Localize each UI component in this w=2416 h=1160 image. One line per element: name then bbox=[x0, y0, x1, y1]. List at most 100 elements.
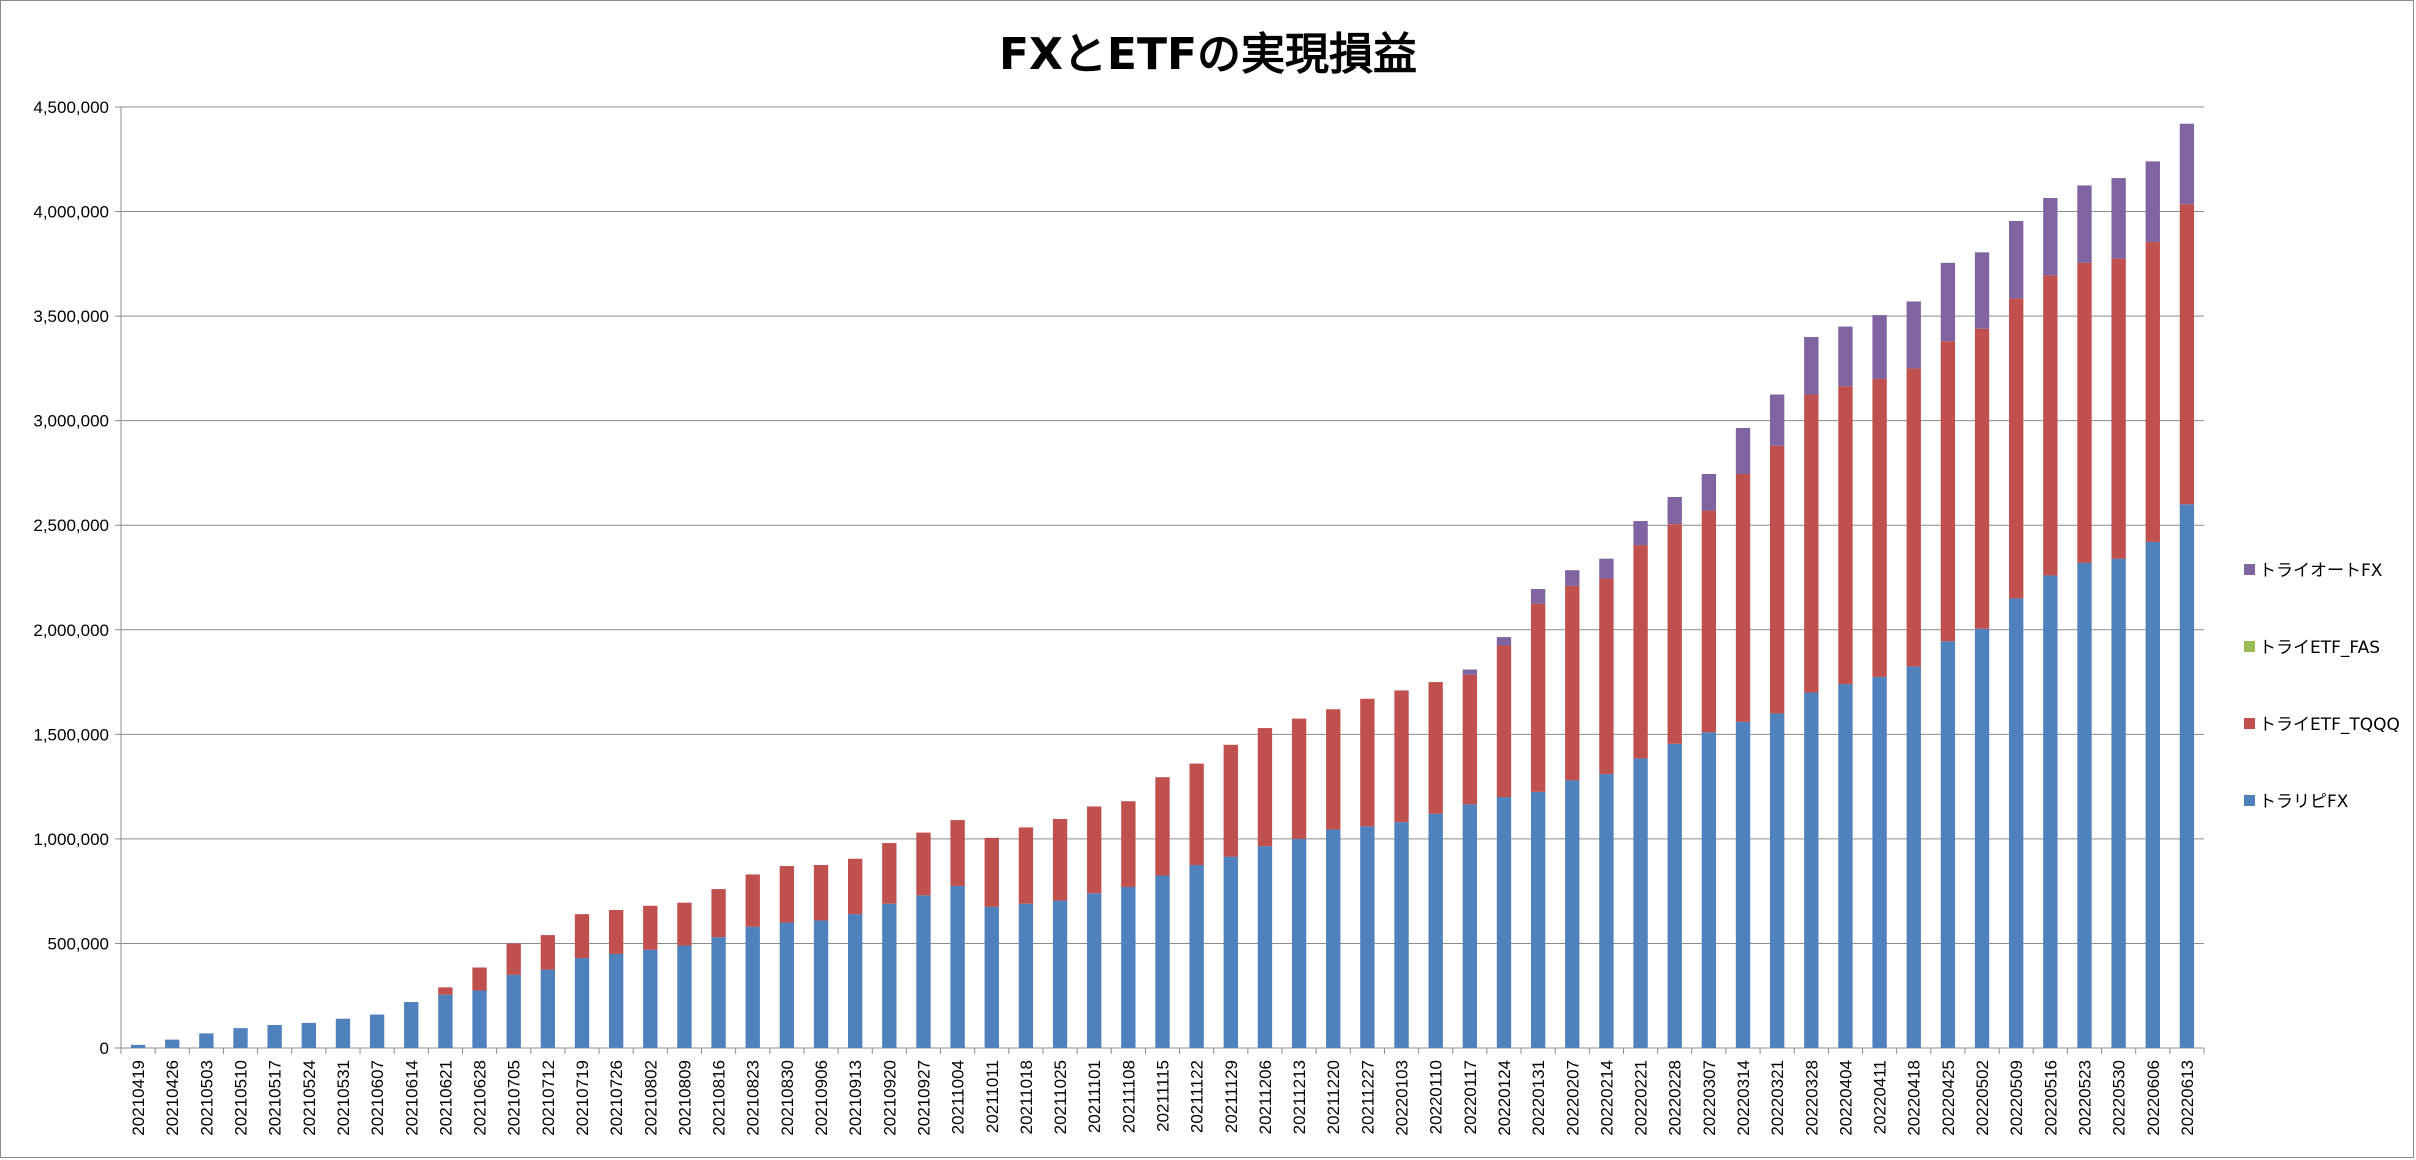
bar-segment bbox=[848, 914, 863, 1048]
bar-segment bbox=[2009, 220, 2024, 299]
bar-segment bbox=[1087, 806, 1102, 894]
bar-segment bbox=[1428, 813, 1443, 1048]
bar-segment bbox=[745, 926, 760, 1048]
bar-segment bbox=[1121, 801, 1136, 887]
legend-item: トライオートFX bbox=[2244, 556, 2383, 581]
legend-label: トライオートFX bbox=[2259, 561, 2383, 581]
bar-segment bbox=[1291, 838, 1307, 1048]
bar-segment bbox=[1155, 875, 1170, 1048]
x-tick-label: 20211018 bbox=[1017, 1060, 1036, 1134]
bar-segment bbox=[1462, 669, 1477, 675]
bar-segment bbox=[404, 1001, 419, 1048]
bar-segment bbox=[540, 935, 556, 970]
bar-segment bbox=[1462, 674, 1477, 805]
bar-segment bbox=[2009, 598, 2024, 1048]
bar-segment bbox=[1530, 603, 1546, 792]
bar-segment bbox=[1974, 252, 1990, 329]
bar-segment bbox=[1735, 473, 1751, 722]
bar-segment bbox=[1189, 763, 1204, 866]
bar-segment bbox=[438, 987, 453, 995]
bar-segment bbox=[2111, 258, 2126, 559]
x-tick-label: 20210510 bbox=[232, 1060, 251, 1136]
bar-segment bbox=[1291, 718, 1307, 839]
bar-segment bbox=[301, 1022, 316, 1048]
bar-segment bbox=[1769, 713, 1785, 1048]
x-tick-label: 20210517 bbox=[266, 1060, 285, 1136]
legend-swatch bbox=[2244, 717, 2255, 729]
bar-segment bbox=[1940, 641, 1956, 1048]
y-tick-label: 500,000 bbox=[48, 934, 109, 953]
x-tick-label: 20211206 bbox=[1256, 1060, 1275, 1134]
bar-segment bbox=[540, 969, 556, 1048]
bar-segment bbox=[882, 843, 897, 904]
x-tick-label: 20210531 bbox=[334, 1060, 353, 1136]
bar-segment bbox=[1599, 578, 1614, 775]
x-tick-label: 20211213 bbox=[1290, 1060, 1309, 1134]
bar-segment bbox=[1804, 394, 1819, 693]
x-tick-label: 20220502 bbox=[1973, 1060, 1992, 1136]
bar-segment bbox=[2179, 504, 2195, 1048]
bar-segment bbox=[2179, 204, 2195, 505]
bar-segment bbox=[1633, 758, 1648, 1048]
x-tick-label: 20220530 bbox=[2110, 1060, 2129, 1136]
bar-segment bbox=[1974, 628, 1990, 1048]
y-tick-label: 2,500,000 bbox=[33, 516, 109, 535]
legend-label: トライETF_TQQQ bbox=[2259, 715, 2400, 735]
x-tick-label: 20210726 bbox=[607, 1060, 626, 1136]
bar-segment bbox=[779, 866, 795, 923]
x-tick-label: 20210503 bbox=[197, 1060, 216, 1136]
legend-item: トライETF_TQQQ bbox=[2244, 710, 2400, 735]
bar-segment bbox=[199, 1033, 214, 1048]
bar-segment bbox=[1633, 545, 1648, 759]
bar-segment bbox=[2111, 178, 2126, 259]
bar-segment bbox=[1565, 585, 1580, 781]
x-tick-label: 20210830 bbox=[778, 1060, 797, 1136]
y-tick-label: 0 bbox=[100, 1039, 109, 1058]
bar-segment bbox=[1701, 510, 1717, 733]
bar-segment bbox=[1360, 826, 1375, 1048]
bar-segment bbox=[2179, 123, 2195, 205]
bar-segment bbox=[813, 865, 829, 921]
bar-segment bbox=[608, 909, 624, 954]
bar-segment bbox=[608, 953, 624, 1048]
bar-segment bbox=[1804, 337, 1819, 395]
bar-segment bbox=[882, 903, 897, 1048]
bar-segment bbox=[1257, 728, 1273, 847]
bar-segment bbox=[1223, 744, 1238, 857]
x-tick-label: 20211108 bbox=[1119, 1060, 1138, 1133]
bar-segment bbox=[1496, 797, 1512, 1048]
bar-segment bbox=[1394, 690, 1409, 823]
bar-segment bbox=[677, 945, 692, 1048]
x-tick-label: 20220131 bbox=[1529, 1060, 1548, 1136]
x-tick-label: 20210419 bbox=[129, 1060, 148, 1136]
bar-segment bbox=[1496, 645, 1512, 798]
bar-segment bbox=[711, 937, 726, 1048]
bar-segment bbox=[1155, 777, 1170, 876]
bar-segment bbox=[984, 837, 999, 907]
bar-segment bbox=[1530, 791, 1546, 1048]
x-tick-label: 20210621 bbox=[436, 1060, 455, 1136]
legend-label: トライETF_FAS bbox=[2259, 638, 2381, 658]
bar-segment bbox=[2077, 262, 2092, 563]
bar-segment bbox=[2043, 275, 2058, 576]
bar-segment bbox=[1394, 822, 1409, 1048]
x-tick-label: 20220418 bbox=[1905, 1060, 1924, 1136]
bar-segment bbox=[813, 920, 829, 1048]
bar-segment bbox=[1804, 692, 1819, 1048]
bar-segment bbox=[1326, 829, 1341, 1048]
bar-segment bbox=[745, 874, 760, 927]
y-tick-label: 4,000,000 bbox=[33, 203, 109, 222]
bar-segment bbox=[1667, 743, 1682, 1048]
x-tick-label: 20210426 bbox=[163, 1060, 182, 1136]
bar-segment bbox=[506, 943, 521, 975]
x-tick-label: 20211004 bbox=[949, 1060, 968, 1134]
x-tick-label: 20210823 bbox=[744, 1060, 763, 1136]
x-tick-label: 20220314 bbox=[1734, 1060, 1753, 1136]
bar-segment bbox=[2145, 161, 2160, 242]
bar-segment bbox=[1121, 886, 1136, 1048]
x-tick-label: 20220228 bbox=[1666, 1060, 1685, 1136]
bar-segment bbox=[335, 1018, 351, 1048]
bar-segment bbox=[1462, 804, 1477, 1048]
legend-item: トライETF_FAS bbox=[2244, 633, 2381, 658]
